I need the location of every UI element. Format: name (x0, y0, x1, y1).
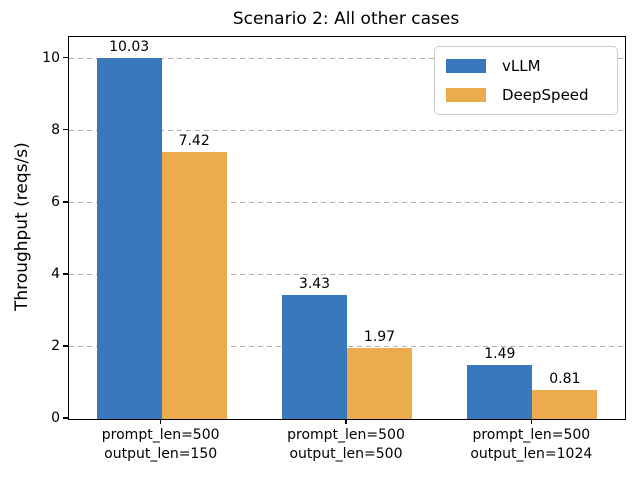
x-tick-mark (345, 419, 347, 424)
bar-value-label: 1.49 (484, 346, 516, 363)
bar-value-label: 10.03 (109, 38, 150, 55)
legend-swatch-deepspeed (446, 88, 486, 102)
legend-label: vLLM (502, 57, 541, 75)
legend-item: DeepSpeed (446, 85, 606, 105)
y-tick-mark (63, 56, 68, 59)
bar-deepspeed (161, 151, 227, 419)
x-tick-mark (159, 419, 162, 424)
legend-label: DeepSpeed (502, 86, 589, 104)
x-tick-label-line: prompt_len=500 (101, 427, 220, 443)
y-tick-label: 4 (51, 265, 60, 282)
y-tick-label: 0 (51, 410, 60, 426)
legend: vLLM DeepSpeed (434, 46, 618, 115)
legend-item: vLLM (446, 56, 606, 76)
x-tick-label: prompt_len=500 output_len=150 (61, 426, 261, 464)
bar-value-label: 7.42 (178, 132, 210, 149)
x-tick-label: prompt_len=500 output_len=500 (246, 426, 446, 464)
x-tick-label-line: output_len=150 (104, 446, 218, 462)
gridline (69, 202, 625, 204)
bar-vllm (282, 295, 347, 419)
bar-value-label: 0.81 (549, 370, 581, 387)
gridline (69, 274, 625, 276)
y-tick-mark (63, 417, 68, 419)
bar-vllm (96, 57, 162, 419)
x-tick-label-line: output_len=1024 (470, 446, 593, 462)
legend-swatch-vllm (446, 59, 486, 73)
y-tick-label: 8 (51, 121, 60, 138)
y-tick-label: 2 (51, 337, 60, 354)
bar-value-label: 3.43 (298, 276, 331, 293)
chart-title: Scenario 2: All other cases (232, 9, 460, 29)
y-tick-mark (63, 201, 68, 203)
plot-area: vLLM DeepSpeed 10.03 7.42 3.43 1.97 1.49 0.81 (68, 36, 626, 420)
y-tick-mark (63, 273, 68, 275)
bar-deepspeed (532, 389, 598, 419)
y-tick-label: 10 (42, 49, 60, 66)
x-tick-label-line: output_len=500 (289, 446, 403, 462)
x-tick-label-line: prompt_len=500 (287, 427, 405, 443)
bar-vllm (467, 365, 533, 419)
x-tick-label-line: prompt_len=500 (472, 427, 591, 443)
bar-deepspeed (347, 348, 412, 419)
x-tick-label: prompt_len=500 output_len=1024 (431, 426, 631, 464)
y-tick-label: 6 (51, 193, 60, 210)
gridline (69, 346, 625, 348)
gridline (69, 58, 625, 60)
y-tick-mark (63, 345, 68, 347)
y-axis-label: Throughput (reqs/s) (12, 142, 32, 312)
bar-value-label: 1.97 (363, 329, 396, 346)
y-tick-mark (63, 128, 68, 131)
gridline (69, 130, 625, 132)
x-tick-mark (530, 419, 533, 424)
